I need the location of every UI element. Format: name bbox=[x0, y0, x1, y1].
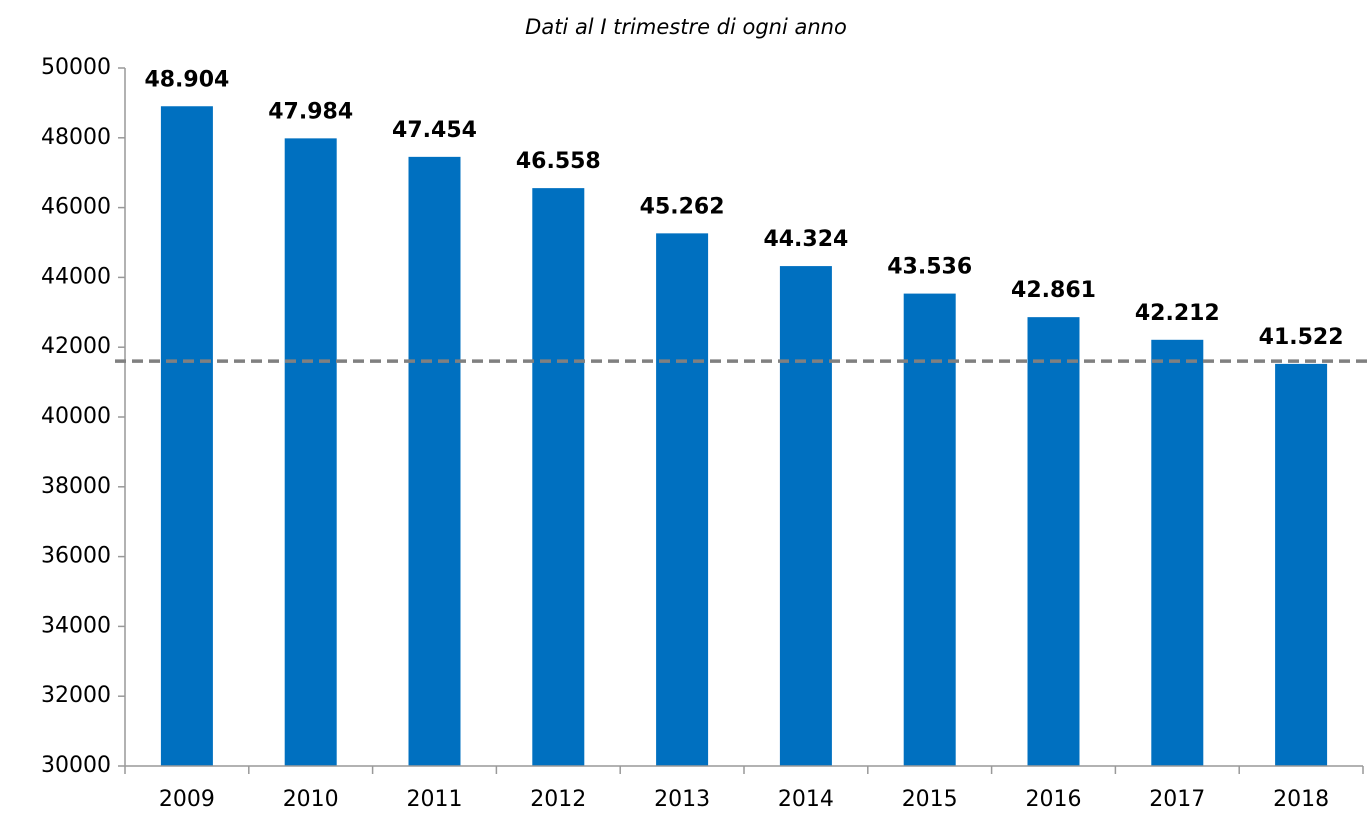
bar bbox=[779, 266, 832, 766]
y-tick-label: 38000 bbox=[41, 474, 111, 499]
value-label: 43.536 bbox=[887, 255, 972, 280]
bar bbox=[408, 156, 461, 766]
value-label: 41.522 bbox=[1259, 325, 1344, 350]
y-tick-label: 40000 bbox=[41, 404, 111, 429]
x-tick-label: 2011 bbox=[407, 787, 463, 812]
value-label: 46.558 bbox=[516, 149, 601, 174]
bar bbox=[1275, 363, 1328, 766]
x-tick-label: 2010 bbox=[283, 787, 339, 812]
y-tick-label: 36000 bbox=[41, 544, 111, 569]
x-tick-label: 2012 bbox=[530, 787, 586, 812]
y-tick-label: 48000 bbox=[41, 125, 111, 150]
x-tick-label: 2016 bbox=[1026, 787, 1082, 812]
bar bbox=[532, 188, 585, 766]
x-tick-label: 2015 bbox=[902, 787, 958, 812]
x-tick-label: 2014 bbox=[778, 787, 834, 812]
x-tick-label: 2013 bbox=[654, 787, 710, 812]
y-tick-label: 32000 bbox=[41, 683, 111, 708]
y-tick-label: 50000 bbox=[41, 55, 111, 80]
value-label: 45.262 bbox=[640, 194, 725, 219]
value-label: 47.984 bbox=[268, 99, 353, 124]
bar bbox=[1151, 339, 1204, 766]
x-tick-label: 2009 bbox=[159, 787, 215, 812]
y-tick-label: 34000 bbox=[41, 613, 111, 638]
value-label: 47.454 bbox=[392, 118, 477, 143]
y-tick-label: 46000 bbox=[41, 195, 111, 220]
x-tick-label: 2017 bbox=[1149, 787, 1205, 812]
bar bbox=[903, 293, 956, 766]
bar bbox=[1027, 317, 1080, 766]
y-tick-label: 30000 bbox=[41, 753, 111, 778]
y-tick-label: 42000 bbox=[41, 334, 111, 359]
value-label: 42.212 bbox=[1135, 301, 1220, 326]
bar bbox=[284, 138, 337, 766]
x-tick-label: 2018 bbox=[1273, 787, 1329, 812]
value-label: 44.324 bbox=[763, 227, 848, 252]
bar bbox=[160, 106, 213, 767]
y-tick-label: 44000 bbox=[41, 264, 111, 289]
bar bbox=[656, 233, 709, 766]
chart-subtitle: Dati al I trimestre di ogni anno bbox=[525, 15, 847, 39]
value-label: 42.861 bbox=[1011, 278, 1096, 303]
value-label: 48.904 bbox=[144, 67, 229, 92]
